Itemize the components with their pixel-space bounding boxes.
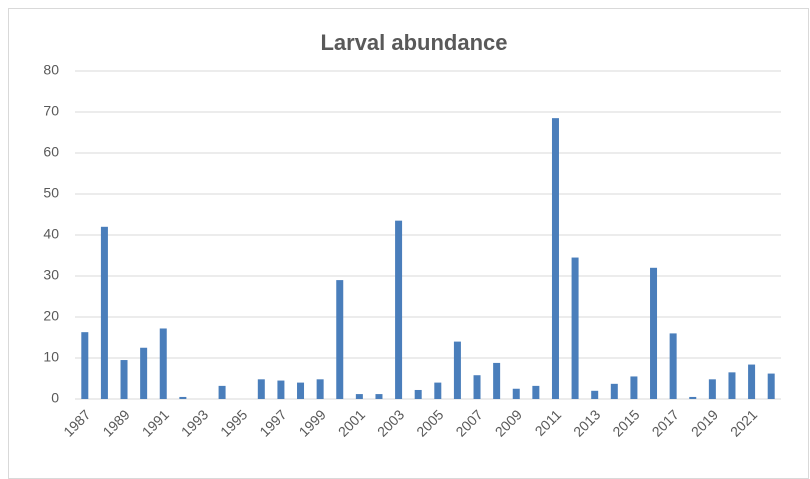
bar	[316, 379, 324, 399]
bar	[414, 389, 422, 399]
y-tick-label: 40	[43, 226, 59, 242]
y-tick-label: 10	[43, 349, 59, 365]
chart-frame	[8, 8, 809, 479]
bar	[551, 118, 559, 400]
bar	[120, 360, 128, 399]
bar	[434, 382, 442, 399]
bar	[630, 376, 638, 399]
y-tick-label: 20	[43, 308, 59, 324]
bar	[650, 267, 658, 399]
bar	[297, 382, 305, 399]
bar	[473, 375, 481, 399]
bar	[375, 394, 383, 399]
y-tick-label: 60	[43, 144, 59, 160]
y-tick-label: 70	[43, 103, 59, 119]
bar	[257, 379, 265, 399]
y-tick-label: 30	[43, 267, 59, 283]
bar	[336, 280, 344, 399]
bar	[179, 396, 187, 399]
bar	[591, 390, 599, 399]
bar	[610, 383, 618, 399]
bar	[140, 347, 148, 399]
bar	[355, 394, 363, 399]
bar	[277, 380, 285, 399]
bar	[493, 362, 501, 399]
bar	[218, 385, 226, 399]
chart-title: Larval abundance	[320, 30, 507, 55]
bar	[453, 341, 461, 399]
y-tick-label: 50	[43, 185, 59, 201]
bar	[767, 373, 775, 399]
bar	[100, 226, 108, 399]
bar	[689, 396, 697, 399]
bar	[532, 385, 540, 399]
bar	[728, 372, 736, 399]
y-tick-label: 80	[43, 62, 59, 78]
bar	[708, 379, 716, 399]
bar	[159, 328, 167, 399]
bar	[669, 333, 677, 399]
bar	[512, 388, 520, 399]
bar	[81, 332, 89, 399]
bar	[748, 364, 756, 399]
bar	[395, 220, 403, 399]
bar	[571, 257, 579, 399]
y-tick-label: 0	[51, 390, 59, 406]
